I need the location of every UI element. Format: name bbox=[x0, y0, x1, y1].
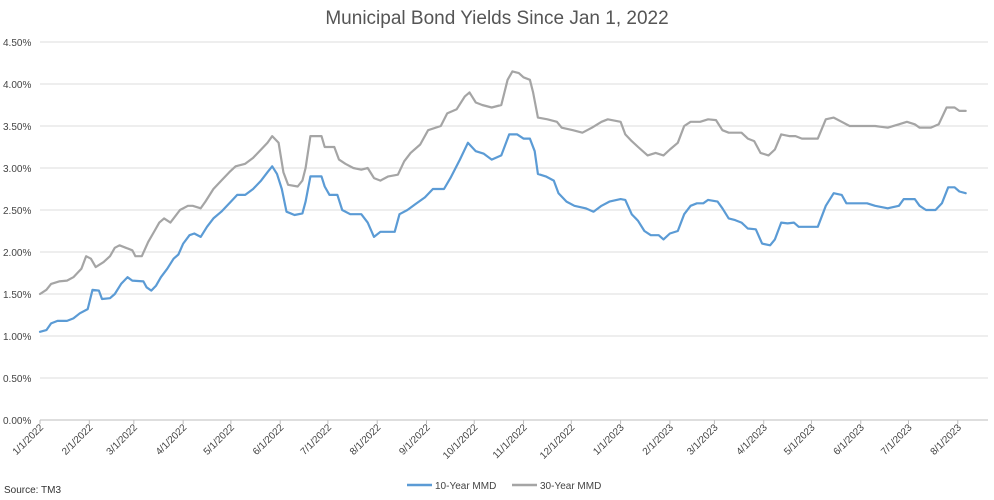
x-tick-label: 4/1/2023 bbox=[735, 422, 771, 458]
x-tick-label: 3/1/2023 bbox=[685, 422, 721, 458]
y-tick-label: 2.00% bbox=[3, 248, 31, 259]
x-tick-label: 8/1/2022 bbox=[348, 422, 384, 458]
chart-title: Municipal Bond Yields Since Jan 1, 2022 bbox=[325, 8, 668, 29]
x-tick-label: 6/1/2023 bbox=[832, 422, 868, 458]
x-tick-label: 1/1/2023 bbox=[591, 422, 627, 458]
y-tick-label: 3.00% bbox=[3, 164, 31, 175]
x-tick-label: 3/1/2022 bbox=[105, 422, 141, 458]
y-tick-label: 0.00% bbox=[3, 416, 31, 427]
x-tick-label: 2/1/2023 bbox=[641, 422, 677, 458]
y-axis-ticks: 0.00% 0.50% 1.00% 1.50% 2.00% 2.50% 3.00% 3.50%… bbox=[3, 38, 31, 427]
series-line-30-year bbox=[38, 70, 967, 296]
legend-label-30-year: 30-Year MMD bbox=[540, 481, 601, 492]
legend: 10-Year MMD 30-Year MMD bbox=[407, 481, 601, 492]
y-tick-label: 4.50% bbox=[3, 38, 31, 49]
x-tick-label: 11/1/2022 bbox=[491, 422, 530, 461]
x-tick-label: 1/1/2022 bbox=[11, 422, 47, 458]
grid-lines bbox=[40, 41, 988, 421]
y-tick-label: 0.50% bbox=[3, 374, 31, 385]
x-tick-label: 2/1/2022 bbox=[60, 422, 96, 458]
x-tick-label: 5/1/2023 bbox=[782, 422, 818, 458]
series-lines bbox=[38, 70, 967, 333]
x-tick-label: 10/1/2022 bbox=[441, 422, 481, 462]
x-tick-label: 7/1/2023 bbox=[879, 422, 915, 458]
x-tick-label: 8/1/2023 bbox=[929, 422, 965, 458]
x-tick-label: 6/1/2022 bbox=[251, 422, 287, 458]
series-line-10-year bbox=[38, 133, 967, 333]
y-tick-label: 1.50% bbox=[3, 290, 31, 301]
y-tick-label: 1.00% bbox=[3, 332, 31, 343]
legend-label-10-year: 10-Year MMD bbox=[435, 481, 496, 492]
x-axis-ticks: 1/1/2022 2/1/2022 3/1/2022 4/1/2022 5/1/2022… bbox=[11, 420, 964, 462]
x-tick-label: 7/1/2022 bbox=[299, 422, 335, 458]
y-tick-label: 3.50% bbox=[3, 122, 31, 133]
y-tick-label: 2.50% bbox=[3, 206, 31, 217]
y-tick-label: 4.00% bbox=[3, 80, 31, 91]
x-tick-label: 4/1/2022 bbox=[154, 422, 190, 458]
x-tick-label: 9/1/2022 bbox=[397, 422, 433, 458]
x-tick-label: 12/1/2022 bbox=[538, 422, 578, 462]
source-note: Source: TM3 bbox=[4, 485, 62, 496]
x-tick-label: 5/1/2022 bbox=[202, 422, 238, 458]
